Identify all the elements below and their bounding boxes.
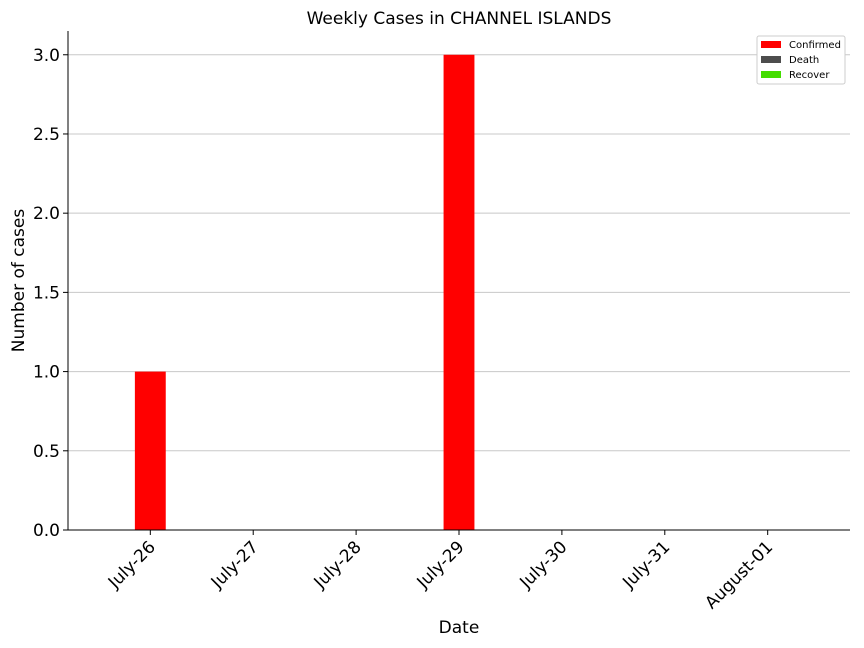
bar-confirmed-july-29 (443, 54, 475, 531)
legend-swatch-confirmed (761, 41, 781, 48)
chart-title: Weekly Cases in CHANNEL ISLANDS (307, 9, 612, 29)
legend-swatch-recover (761, 71, 781, 78)
bar-confirmed-july-26 (134, 371, 166, 530)
y-tick-label: 0.0 (33, 521, 60, 541)
legend-swatch-death (761, 56, 781, 63)
y-tick-label: 1.0 (33, 363, 60, 383)
x-tick-label: July-30 (516, 537, 572, 593)
y-tick-label: 2.5 (33, 125, 60, 145)
x-tick-label: July-26 (104, 537, 160, 593)
legend-label-recover: Recover (789, 70, 830, 81)
y-axis-label: Number of cases (9, 209, 29, 353)
x-tick-label: July-27 (207, 537, 263, 593)
x-tick-label: July-29 (413, 537, 469, 593)
bars (134, 54, 475, 531)
x-tick-label: July-28 (310, 537, 366, 593)
y-ticks: 0.0 0.5 1.0 1.5 2.0 2.5 3.0 (33, 46, 68, 541)
legend: Confirmed Death Recover (756, 35, 846, 85)
legend-label-confirmed: Confirmed (789, 40, 841, 51)
y-tick-label: 1.5 (33, 283, 60, 303)
y-tick-label: 2.0 (33, 204, 60, 224)
x-axis-label: Date (439, 618, 480, 638)
legend-label-death: Death (789, 55, 819, 66)
y-tick-label: 3.0 (33, 46, 60, 66)
x-tick-label: July-31 (618, 537, 674, 593)
x-tick-label: August-01 (701, 537, 777, 613)
y-tick-label: 0.5 (33, 442, 60, 462)
x-ticks: July-26 July-27 July-28 July-29 July-30 July-… (104, 530, 777, 613)
